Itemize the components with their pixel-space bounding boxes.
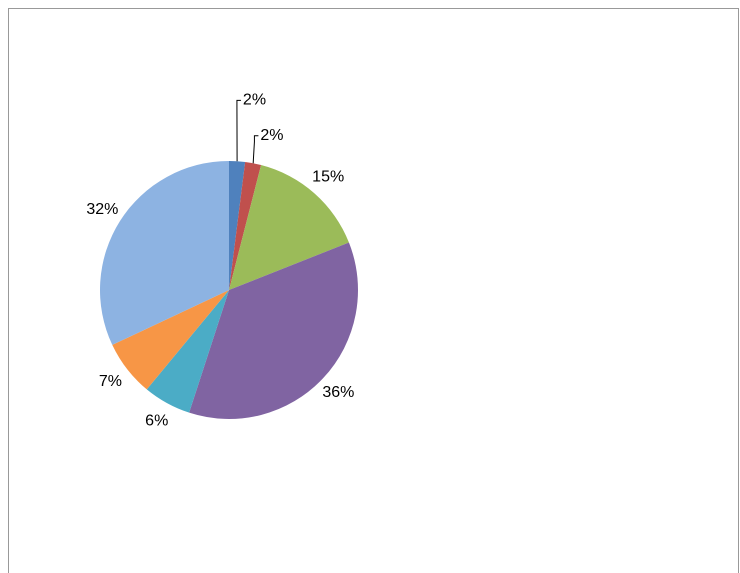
data-label: 6% [145, 413, 168, 430]
pie-slice [112, 290, 229, 390]
data-label: 2% [260, 127, 283, 144]
pie-slice [99, 161, 229, 345]
leader-line [252, 135, 259, 164]
data-label: 7% [99, 373, 122, 390]
data-label: 2% [243, 92, 266, 109]
data-label: 32% [86, 201, 118, 218]
pie-slice [146, 290, 229, 413]
data-label: 36% [322, 384, 354, 401]
pie-slice [229, 162, 262, 290]
frame [8, 8, 739, 573]
leader-line [236, 99, 241, 162]
data-label: 15% [312, 169, 344, 186]
pie-slice [189, 242, 358, 419]
pie-slice [229, 165, 349, 290]
pie-slice [229, 161, 246, 290]
